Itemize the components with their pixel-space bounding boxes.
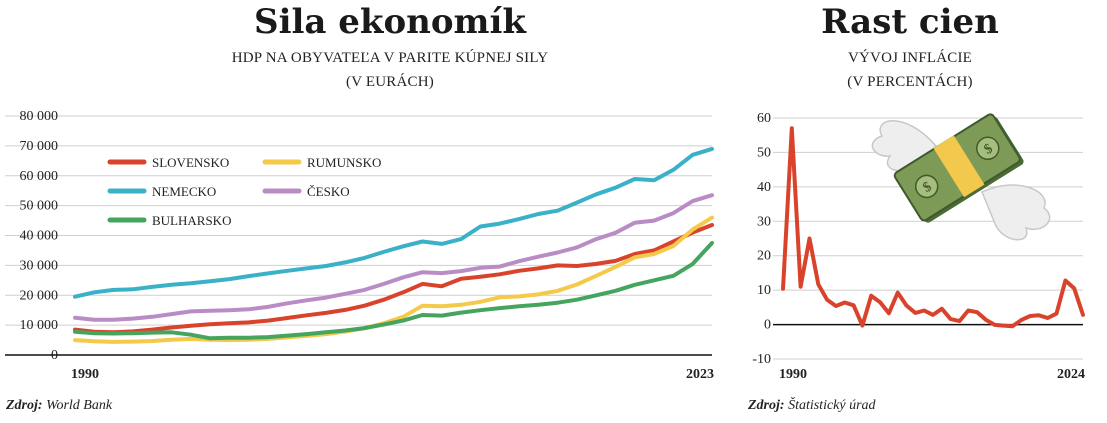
y-tick-label: 20 000 (20, 288, 59, 303)
y-tick-label: 70 000 (20, 139, 59, 154)
y-tick-label: 30 000 (20, 258, 59, 273)
series-line-nemecko (73, 146, 714, 299)
legend-label: BULHARSKO (152, 213, 231, 228)
y-tick-label: 10 000 (20, 318, 59, 333)
series-line-rumunsko (73, 215, 714, 344)
legend-item: ČESKO (262, 184, 350, 199)
inflation-line-chart: -10 0 10 20 30 40 50 60 1990 2024 $$ (752, 111, 1085, 382)
legend-item: BULHARSKO (107, 213, 231, 228)
y-tick-label: 10 (757, 283, 771, 298)
y-tick-label: 20 (757, 249, 771, 264)
y-tick-label: 50 (757, 145, 771, 160)
left-chart-subtitle-1: HDP NA OBYVATEĽA V PARITE KÚPNEJ SILY (231, 50, 549, 66)
left-source: Zdroj: World Bank (6, 398, 112, 414)
y-tick-label: 50 000 (20, 199, 59, 214)
y-tick-label: 80 000 (20, 109, 59, 124)
y-tick-label: 0 (764, 318, 771, 333)
series-line-cesko (73, 193, 714, 322)
y-tick-label: 60 000 (20, 169, 59, 184)
coin-seal (976, 136, 1000, 161)
x-tick-label: 1990 (71, 367, 99, 382)
right-chart-subtitle-1: VÝVOJ INFLÁCIE (847, 50, 973, 66)
y-tick-label: 40 000 (20, 229, 59, 244)
y-tick-label: 40 (757, 180, 771, 195)
legend-item: RUMUNSKO (262, 155, 381, 170)
left-source-label: Zdroj: (6, 398, 43, 413)
series-line-bulharsko (73, 241, 714, 341)
left-chart-title: Sila ekonomík (254, 2, 526, 42)
y-tick-label: -10 (752, 352, 771, 367)
x-tick-label: 1990 (779, 367, 807, 382)
y-tick-label: 30 (757, 214, 771, 229)
legend-label: RUMUNSKO (307, 155, 381, 170)
x-tick-label: 2023 (686, 367, 714, 382)
series-line-inflation (781, 126, 1085, 329)
legend-label: ČESKO (307, 184, 350, 199)
money-band (933, 135, 985, 198)
right-source-label: Zdroj: (748, 398, 785, 413)
coin-seal (914, 174, 939, 199)
right-source-value: Štatistický úrad (788, 398, 876, 413)
right-wing (981, 184, 1051, 241)
right-source: Zdroj: Štatistický úrad (748, 398, 876, 414)
right-chart-subtitle-2: (V PERCENTÁCH) (847, 74, 973, 90)
legend-label: SLOVENSKO (152, 155, 229, 170)
left-source-value: World Bank (46, 398, 113, 413)
x-tick-label: 2024 (1057, 367, 1085, 382)
right-chart-title: Rast cien (821, 2, 999, 42)
y-tick-label: 60 (757, 111, 771, 126)
legend-item: NEMECKO (107, 184, 216, 199)
legend-item: SLOVENSKO (107, 155, 229, 170)
flying-money-icon: $$ (871, 113, 1051, 241)
series-line-slovensko (73, 223, 714, 335)
banknote-stack: $$ (893, 113, 1024, 223)
left-chart-subtitle-2: (V EURÁCH) (346, 74, 434, 90)
legend-label: NEMECKO (152, 184, 216, 199)
